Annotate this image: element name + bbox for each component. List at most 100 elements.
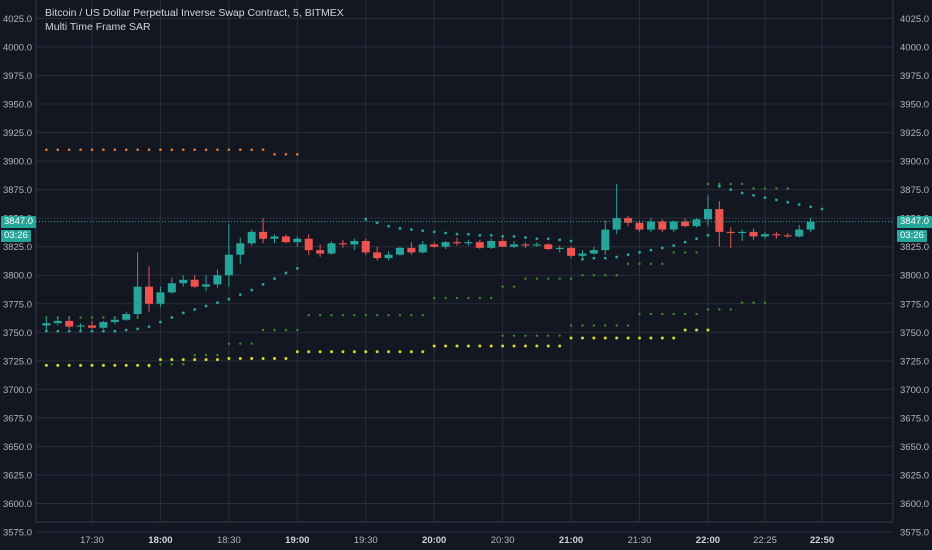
sar-5m-dot xyxy=(672,244,676,247)
sar-15m-dot-green xyxy=(170,363,174,366)
sar-1h-dot xyxy=(147,363,151,367)
candle-body-down xyxy=(373,252,382,259)
sar-15m-dot-orange xyxy=(296,152,299,156)
candle-body-down xyxy=(749,231,758,237)
y-tick-label-right: 3575.0 xyxy=(900,528,929,539)
sar-5m-dot xyxy=(512,235,516,238)
y-tick-label-right: 3875.0 xyxy=(900,185,929,196)
sar-15m-dot-green xyxy=(615,274,618,277)
sar-15m-dot-green xyxy=(524,334,527,337)
candle-body-down xyxy=(88,325,96,328)
sar-1h-dot xyxy=(113,363,117,367)
candle-body-up xyxy=(669,221,678,230)
sar-15m-dot-green xyxy=(786,187,789,190)
candle-body-up xyxy=(532,244,541,246)
sar-5m-dot xyxy=(774,198,778,202)
sar-1h-dot xyxy=(432,344,436,348)
sar-15m-dot-green xyxy=(56,316,59,319)
sar-15m-dot-green xyxy=(444,296,447,300)
sar-1h-dot xyxy=(307,350,311,354)
sar-5m-dot xyxy=(227,297,231,301)
sar-5m-dot xyxy=(444,231,447,235)
candle-body-up xyxy=(76,325,85,327)
candle-body-down xyxy=(635,222,644,230)
y-tick-label-right: 3750.0 xyxy=(900,328,929,339)
candle-body-down xyxy=(430,244,439,247)
sar-15m-dot-green xyxy=(649,312,653,316)
sar-1h-dot xyxy=(238,357,242,361)
sar-15m-dot-green xyxy=(695,312,698,316)
candle-body-up xyxy=(612,218,621,230)
sar-15m-dot-orange xyxy=(261,148,265,152)
sar-5m-dot xyxy=(501,235,505,238)
sar-1h-dot xyxy=(170,358,174,362)
sar-1h-dot xyxy=(90,363,94,367)
sar-15m-dot-green xyxy=(569,324,573,327)
sar-15m-dot-orange xyxy=(124,148,128,152)
candle-body-up xyxy=(350,241,359,245)
candle-body-up xyxy=(395,247,404,255)
sar-5m-dot xyxy=(67,329,71,333)
y-tick-label-left: 3675.0 xyxy=(3,413,32,424)
candle-body-up xyxy=(133,286,142,315)
y-tick-label-left: 4000.0 xyxy=(3,43,32,54)
y-tick-label-left: 3925.0 xyxy=(3,128,32,139)
candle-body-up xyxy=(213,275,222,285)
sar-15m-dot-green xyxy=(604,324,607,327)
y-tick-label-right: 3900.0 xyxy=(900,157,929,168)
sar-15m-dot-orange xyxy=(136,148,139,152)
sar-1h-dot xyxy=(56,363,60,367)
sar-5m-dot xyxy=(238,293,242,297)
sar-15m-dot-orange xyxy=(284,152,288,156)
sar-5m-dot xyxy=(250,288,254,292)
sar-5m-dot xyxy=(592,256,596,260)
sar-15m-dot-green xyxy=(501,334,504,337)
x-tick-label: 19:30 xyxy=(354,535,378,546)
sar-1h-dot xyxy=(489,344,493,348)
sar-15m-dot-green xyxy=(501,285,504,288)
candle-body-up xyxy=(441,242,450,247)
sar-15m-dot-orange xyxy=(204,148,208,152)
sar-15m-dot-green xyxy=(558,334,561,337)
y-tick-label-right: 3800.0 xyxy=(900,271,929,282)
sar-15m-dot-green xyxy=(672,251,675,254)
sar-5m-dot xyxy=(204,304,208,308)
y-tick-label-right: 3775.0 xyxy=(900,299,929,310)
sar-5m-dot xyxy=(558,238,562,242)
sar-5m-dot xyxy=(421,229,425,233)
y-tick-label-right: 3650.0 xyxy=(900,442,929,453)
sar-1h-dot xyxy=(444,344,448,348)
candle-body-up xyxy=(53,320,62,324)
sar-15m-dot-green xyxy=(661,312,664,316)
candle-body-down xyxy=(772,234,781,236)
sar-15m-dot-green xyxy=(512,285,516,288)
sar-1h-dot xyxy=(318,350,322,354)
y-tick-label-left: 3600.0 xyxy=(3,499,32,510)
sar-15m-dot-orange xyxy=(193,148,196,152)
candle-body-down xyxy=(498,241,507,247)
candle-body-down xyxy=(681,221,690,227)
candle-body-up xyxy=(806,221,815,230)
sar-15m-dot-green xyxy=(421,313,424,317)
sar-15m-dot-green xyxy=(683,251,687,254)
sar-15m-dot-green xyxy=(672,312,675,316)
sar-5m-dot xyxy=(147,325,151,328)
candle-body-up xyxy=(384,254,393,259)
sar-15m-dot-orange xyxy=(227,148,231,152)
sar-5m-dot xyxy=(398,227,402,230)
sar-15m-dot-green xyxy=(478,296,482,300)
symbol-title: Bitcoin / US Dollar Perpetual Inverse Sw… xyxy=(45,7,344,19)
candle-body-up xyxy=(703,209,712,220)
candle-body-up xyxy=(270,236,279,239)
countdown-label-left: 03:26 xyxy=(1,229,31,242)
sar-5m-dot xyxy=(467,232,470,236)
candle-body-up xyxy=(464,242,473,244)
candle-body-down xyxy=(658,221,667,230)
candle-body-up xyxy=(224,254,233,276)
sar-15m-dot-green xyxy=(364,313,367,317)
sar-5m-dot xyxy=(56,329,60,333)
sar-15m-dot-green xyxy=(729,182,732,186)
sar-5m-dot xyxy=(660,246,664,250)
sar-1h-dot xyxy=(387,350,391,354)
